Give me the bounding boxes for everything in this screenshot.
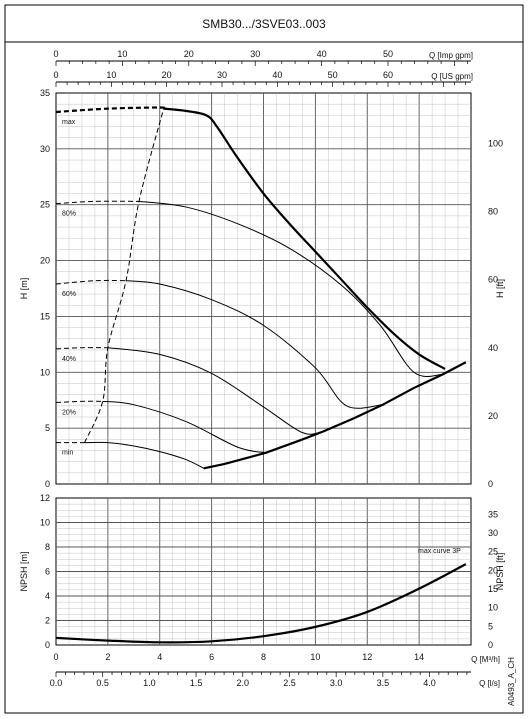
min-flow-limit-curve <box>84 108 165 443</box>
npsh-ytick-label: 4 <box>45 591 50 601</box>
ls-tick-label: 2.5 <box>283 678 296 688</box>
max-flow-limit-curve <box>203 361 467 470</box>
series-label-80%: 80% <box>62 211 76 218</box>
head-ylabel-right: H [ft] <box>495 279 505 298</box>
npsh-ft-tick-label: 25 <box>488 547 498 557</box>
npsh-ft-tick-label: 5 <box>488 621 493 631</box>
top_axis_us-tick-label: 40 <box>272 70 282 80</box>
figure-code: A0493_A_CH <box>507 657 516 706</box>
m3h-tick-label: 2 <box>105 652 110 662</box>
head-ft-tick-label: 40 <box>488 343 498 353</box>
m3h-tick-label: 14 <box>414 652 424 662</box>
m3h-tick-label: 12 <box>362 652 372 662</box>
top_axis_imp-tick-label: 50 <box>383 49 393 59</box>
top_axis_us-tick-label: 10 <box>106 70 116 80</box>
ls-tick-label: 1.0 <box>143 678 156 688</box>
npsh-ft-tick-label: 15 <box>488 584 498 594</box>
curve-60%-solid <box>125 280 383 409</box>
series-label-min: min <box>62 450 73 457</box>
ls-axis-label: Q [l/s] <box>479 679 500 688</box>
head-ft-tick-label: 20 <box>488 411 498 421</box>
npsh-ytick-label: 10 <box>40 518 50 528</box>
npsh-ft-tick-label: 20 <box>488 565 498 575</box>
head-ft-tick-label: 80 <box>488 207 498 217</box>
grid-layer <box>55 60 472 677</box>
npsh-ytick-label: 12 <box>40 493 50 503</box>
npsh-ytick-label: 0 <box>45 640 50 650</box>
npsh-ft-tick-label: 30 <box>488 528 498 538</box>
top_axis_imp-label: Q [Imp gpm] <box>429 51 473 60</box>
head-ytick-label: 0 <box>45 479 50 489</box>
head-ytick-label: 30 <box>40 144 50 154</box>
ls-tick-label: 0.0 <box>50 678 63 688</box>
curve-80%-dashed <box>55 200 140 205</box>
series-label-40%: 40% <box>62 356 76 363</box>
m3h-axis-label: Q [M³/h] <box>471 655 500 664</box>
m3h-tick-label: 0 <box>53 652 58 662</box>
top_axis_imp-tick-label: 0 <box>53 49 58 59</box>
curve-80%-solid <box>138 200 443 377</box>
head-ytick-label: 5 <box>45 423 50 433</box>
npsh-ylabel-left: NPSH [m] <box>19 551 29 591</box>
curve-max-dashed <box>55 106 167 114</box>
npsh-ft-tick-label: 10 <box>488 603 498 613</box>
curve-40%-solid <box>107 347 324 435</box>
series-label-60%: 60% <box>62 291 76 298</box>
top_axis_us-label: Q [US gpm] <box>431 72 473 81</box>
curve-20%-dashed <box>55 400 103 403</box>
ls-tick-label: 3.5 <box>377 678 390 688</box>
curve-40%-dashed <box>55 347 108 350</box>
top_axis_imp-tick-label: 20 <box>184 49 194 59</box>
head-ft-tick-label: 0 <box>488 479 493 489</box>
npsh-ft-tick-label: 0 <box>488 640 493 650</box>
m3h-tick-label: 4 <box>157 652 162 662</box>
top_axis_imp-tick-label: 10 <box>117 49 127 59</box>
ls-tick-label: 3.0 <box>330 678 343 688</box>
head-ft-tick-label: 60 <box>488 275 498 285</box>
top_axis_us-tick-label: 30 <box>217 70 227 80</box>
head-ytick-label: 20 <box>40 256 50 266</box>
top_axis_imp-tick-label: 30 <box>250 49 260 59</box>
head-ytick-label: 10 <box>40 367 50 377</box>
m3h-tick-label: 8 <box>261 652 266 662</box>
top_axis_us-tick-label: 20 <box>162 70 172 80</box>
top_axis_imp-tick-label: 40 <box>317 49 327 59</box>
chart-title: SMB30.../3SVE03..003 <box>202 17 326 31</box>
ls-tick-label: 4.0 <box>423 678 436 688</box>
labels-layer: 0 10 20 30 40 50 Q [Imp gpm]0 10 20 30 40 50 60 Q [US… <box>19 49 505 688</box>
head-ytick-label: 35 <box>40 88 50 98</box>
curve-60%-dashed <box>55 279 127 285</box>
outer-frame <box>4 4 524 714</box>
npsh-series-label: max curve 3P <box>418 548 461 555</box>
head-ft-tick-label: 100 <box>488 138 503 148</box>
head-ytick-label: 25 <box>40 200 50 210</box>
head-ytick-label: 15 <box>40 311 50 321</box>
ls-tick-label: 1.5 <box>190 678 203 688</box>
ls-tick-label: 2.0 <box>237 678 250 688</box>
m3h-tick-label: 6 <box>209 652 214 662</box>
npsh-ft-tick-label: 35 <box>488 509 498 519</box>
head-ylabel-left: H [m] <box>19 278 29 300</box>
ls-tick-label: 0.5 <box>96 678 109 688</box>
npsh-ytick-label: 6 <box>45 567 50 577</box>
series-label-max: max <box>62 119 76 126</box>
series-label-20%: 20% <box>62 409 76 416</box>
top_axis_us-tick-label: 60 <box>383 70 393 80</box>
top_axis_us-tick-label: 50 <box>328 70 338 80</box>
m3h-tick-label: 10 <box>310 652 320 662</box>
npsh-ylabel-right: NPSH [ft] <box>495 553 505 591</box>
curve-max-solid <box>163 107 446 370</box>
npsh-ytick-label: 2 <box>45 616 50 626</box>
curve-min-solid <box>81 441 205 469</box>
curve-20%-solid <box>102 400 267 454</box>
top_axis_us-tick-label: 0 <box>53 70 58 80</box>
npsh-curve <box>55 563 467 644</box>
curves-layer <box>55 106 467 644</box>
npsh-ytick-label: 8 <box>45 542 50 552</box>
